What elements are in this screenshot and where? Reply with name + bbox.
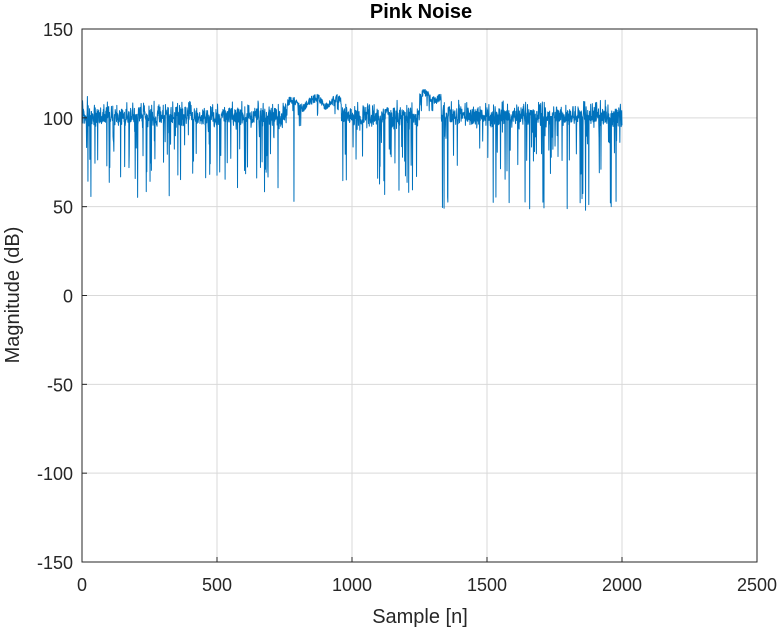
y-tick-label: 0 bbox=[63, 287, 73, 307]
x-tick-label: 1000 bbox=[332, 575, 372, 595]
y-tick-label: 150 bbox=[43, 20, 73, 40]
x-axis-title: Sample [n] bbox=[372, 606, 468, 628]
tick-layer: 0 500 1000 1500 2000 2500 -150 -100 -50 0 50 100 150 bbox=[37, 20, 777, 595]
chart-title: Pink Noise bbox=[370, 1, 472, 23]
x-tick-label: 2500 bbox=[737, 575, 777, 595]
x-tick-label: 0 bbox=[77, 575, 87, 595]
data-layer bbox=[81, 88, 623, 211]
x-tick-label: 1500 bbox=[467, 575, 507, 595]
y-tick-label: -150 bbox=[37, 553, 73, 573]
x-tick-label: 2000 bbox=[602, 575, 642, 595]
y-axis-title: Magnitude (dB) bbox=[2, 227, 24, 364]
series-line bbox=[81, 88, 623, 211]
x-tick-label: 500 bbox=[202, 575, 232, 595]
y-tick-label: 100 bbox=[43, 109, 73, 129]
y-tick-label: -100 bbox=[37, 464, 73, 484]
y-tick-label: -50 bbox=[47, 375, 73, 395]
y-tick-label: 50 bbox=[53, 198, 73, 218]
plot-frame bbox=[81, 28, 758, 563]
